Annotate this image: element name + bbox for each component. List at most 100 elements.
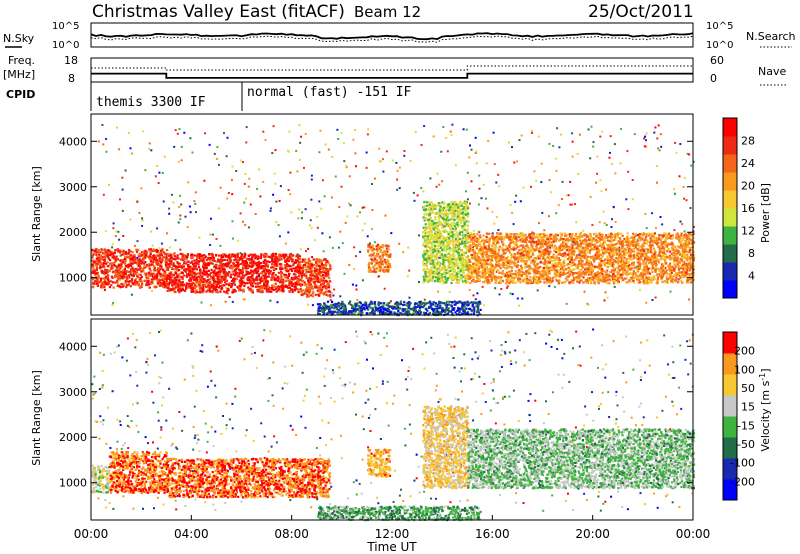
echo-cell <box>435 268 438 271</box>
echo-cell <box>236 254 239 257</box>
echo-cell <box>170 256 173 259</box>
echo-cell <box>444 274 447 277</box>
echo-cell <box>455 263 458 266</box>
echo-cell <box>201 275 204 278</box>
echo-cell <box>583 290 586 293</box>
echo-cell <box>287 265 290 268</box>
echo-cell <box>292 282 295 285</box>
echo-cell <box>375 270 378 273</box>
echo-cell <box>320 265 323 268</box>
echo-cell <box>166 259 169 262</box>
echo-cell <box>413 199 416 202</box>
echo-cell <box>459 261 462 265</box>
echo-cell <box>561 180 564 183</box>
echo-cell <box>367 267 370 270</box>
echo-cell <box>180 276 183 279</box>
echo-cell <box>439 250 442 253</box>
echo-cell <box>613 271 616 274</box>
echo-cell <box>452 209 455 212</box>
echo-cell <box>443 268 446 271</box>
echo-cell <box>432 274 435 277</box>
echo-cell <box>189 211 192 214</box>
echo-cell <box>434 278 438 281</box>
echo-cell <box>464 201 467 204</box>
echo-cell <box>150 149 153 152</box>
echo-cell <box>163 277 166 280</box>
echo-cell <box>194 191 197 194</box>
echo-cell <box>193 268 196 271</box>
echo-cell <box>161 285 165 288</box>
echo-cell <box>223 263 226 266</box>
echo-cell <box>222 272 225 275</box>
echo-cell <box>472 229 475 232</box>
echo-cell <box>106 276 109 279</box>
echo-cell <box>116 250 120 253</box>
echo-cell <box>169 280 172 283</box>
echo-cell <box>433 261 436 264</box>
echo-cell <box>132 274 135 277</box>
echo-cell <box>569 203 572 206</box>
echo-cell <box>447 206 450 209</box>
echo-cell <box>147 271 150 274</box>
echo-cell <box>233 277 236 280</box>
echo-cell <box>326 283 329 286</box>
echo-cell <box>271 263 274 266</box>
echo-cell <box>183 254 186 257</box>
echo-cell <box>251 282 254 285</box>
echo-cell <box>199 281 202 284</box>
echo-cell <box>432 270 435 274</box>
echo-cell <box>102 272 105 275</box>
echo-cell <box>236 255 239 258</box>
echo-cell <box>622 270 625 273</box>
echo-cell <box>524 241 527 244</box>
echo-cell <box>284 284 287 287</box>
echo-cell <box>231 300 234 303</box>
echo-cell <box>540 181 543 183</box>
echo-cell <box>312 287 315 290</box>
echo-cell <box>589 157 592 160</box>
echo-cell <box>436 270 439 273</box>
echo-cell <box>192 290 195 293</box>
echo-cell <box>511 248 514 251</box>
echo-cell <box>649 248 652 251</box>
echo-cell <box>459 267 462 270</box>
echo-cell <box>126 270 129 273</box>
echo-cell <box>94 269 97 272</box>
echo-cell <box>422 231 426 234</box>
echo-cell <box>261 285 264 288</box>
echo-cell <box>430 252 433 256</box>
echo-cell <box>596 172 599 175</box>
echo-cell <box>151 244 154 247</box>
echo-cell <box>310 270 313 273</box>
echo-cell <box>293 285 297 288</box>
echo-cell <box>131 152 133 155</box>
echo-cell <box>636 238 639 241</box>
echo-cell <box>428 234 431 237</box>
echo-cell <box>258 168 261 171</box>
echo-cell <box>661 263 664 266</box>
echo-cell <box>450 225 453 228</box>
echo-cell <box>102 277 105 280</box>
echo-cell <box>451 238 455 241</box>
echo-cell <box>303 273 306 276</box>
echo-cell <box>263 278 266 281</box>
echo-cell <box>432 203 435 206</box>
echo-cell <box>169 289 172 292</box>
echo-cell <box>314 269 317 272</box>
echo-cell <box>178 205 181 208</box>
echo-cell <box>457 240 461 243</box>
echo-cell <box>437 263 440 266</box>
echo-cell <box>276 301 279 304</box>
echo-cell <box>251 254 254 258</box>
echo-cell <box>266 263 269 266</box>
echo-cell <box>306 261 309 264</box>
echo-cell <box>157 271 160 274</box>
echo-cell <box>497 173 500 176</box>
echo-cell <box>459 242 462 246</box>
echo-cell <box>320 260 324 263</box>
echo-cell <box>309 294 313 297</box>
echo-cell <box>107 269 110 272</box>
echo-cell <box>430 266 433 269</box>
echo-cell <box>142 250 145 253</box>
echo-cell <box>644 261 648 265</box>
